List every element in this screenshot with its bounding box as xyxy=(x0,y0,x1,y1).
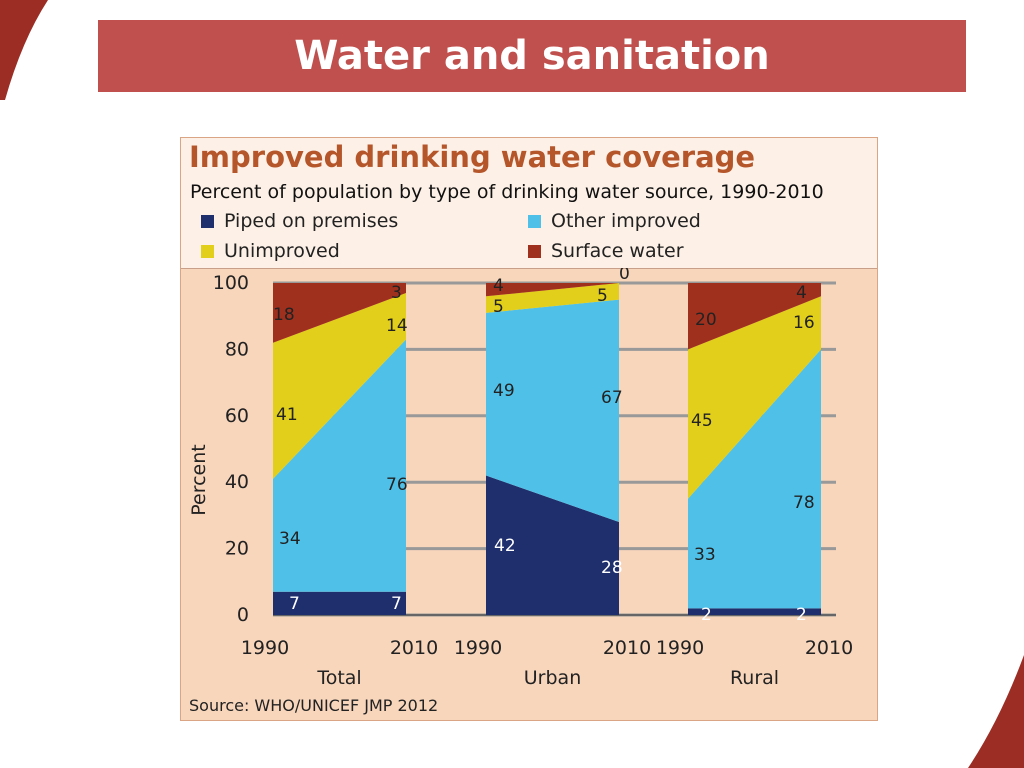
y-tick-label-80: 80 xyxy=(225,338,249,360)
legend-item-surface-water: Surface water xyxy=(528,240,684,262)
legend-swatch-surface-water xyxy=(528,244,541,258)
data-label-urban-unimproved-1990: 5 xyxy=(493,297,504,317)
panel-label-rural: Rural xyxy=(730,667,779,689)
area-total-unimproved xyxy=(273,292,406,479)
data-label-total-other-improved-1990: 34 xyxy=(279,529,301,549)
top-left-swoosh xyxy=(0,0,48,100)
data-label-urban-unimproved-2010: 5 xyxy=(597,286,608,306)
panel-label-urban: Urban xyxy=(524,667,581,689)
y-tick-label-20: 20 xyxy=(225,538,249,560)
data-label-rural-unimproved-1990: 45 xyxy=(691,411,713,431)
legend-label-other-improved: Other improved xyxy=(551,210,701,232)
chart-subtitle: Percent of population by type of drinkin… xyxy=(190,181,824,203)
y-tick-label-60: 60 xyxy=(225,405,249,427)
y-tick-label-0: 0 xyxy=(237,604,249,626)
legend-item-unimproved: Unimproved xyxy=(201,240,340,262)
data-label-rural-surface-water-1990: 20 xyxy=(695,310,717,330)
data-label-urban-other-improved-1990: 49 xyxy=(493,381,515,401)
data-label-total-surface-water-1990: 18 xyxy=(273,305,295,325)
data-label-total-unimproved-2010: 14 xyxy=(386,316,408,336)
data-label-total-unimproved-1990: 41 xyxy=(276,405,298,425)
y-tick-label-40: 40 xyxy=(225,471,249,493)
y-tick-label-100: 100 xyxy=(213,272,249,294)
area-total-other-improved xyxy=(273,339,406,592)
data-label-urban-other-improved-2010: 67 xyxy=(601,388,623,408)
area-rural-unimproved xyxy=(688,296,821,499)
area-total-piped-on-premises xyxy=(273,591,406,615)
panel-label-total: Total xyxy=(316,667,361,689)
chart-header: Improved drinking water coverage Percent… xyxy=(181,138,877,269)
area-urban-unimproved xyxy=(486,283,619,313)
legend-label-piped: Piped on premises xyxy=(224,210,399,232)
legend-label-unimproved: Unimproved xyxy=(224,240,340,262)
x-tick-label-rural-2010: 2010 xyxy=(805,637,853,659)
area-rural-other-improved xyxy=(688,349,821,609)
data-label-urban-piped-on-premises-2010: 28 xyxy=(601,558,623,578)
data-label-total-other-improved-2010: 76 xyxy=(386,475,408,495)
data-label-total-piped-on-premises-1990: 7 xyxy=(289,594,300,614)
area-rural-surface-water xyxy=(688,283,821,350)
slide-title: Water and sanitation xyxy=(98,20,966,92)
data-label-rural-piped-on-premises-1990: 2 xyxy=(701,605,712,625)
chart-title: Improved drinking water coverage xyxy=(189,140,756,174)
legend-item-other-improved: Other improved xyxy=(528,210,701,232)
data-label-total-surface-water-2010: 3 xyxy=(391,283,402,303)
data-label-rural-other-improved-1990: 33 xyxy=(694,545,716,565)
data-label-urban-piped-on-premises-1990: 42 xyxy=(494,536,516,556)
y-axis-label: Percent xyxy=(188,444,210,516)
x-tick-label-total-1990: 1990 xyxy=(241,637,289,659)
legend-item-piped: Piped on premises xyxy=(201,210,398,232)
data-label-urban-surface-water-1990: 4 xyxy=(493,276,504,296)
x-tick-label-rural-1990: 1990 xyxy=(656,637,704,659)
area-rural-piped-on-premises xyxy=(688,608,821,615)
area-urban-other-improved xyxy=(486,299,619,523)
data-label-urban-surface-water-2010: 0 xyxy=(619,268,630,284)
data-label-rural-other-improved-2010: 78 xyxy=(793,493,815,513)
x-tick-label-total-2010: 2010 xyxy=(390,637,438,659)
legend-swatch-unimproved xyxy=(201,244,214,258)
data-label-rural-piped-on-premises-2010: 2 xyxy=(796,605,807,625)
chart-source: Source: WHO/UNICEF JMP 2012 xyxy=(189,696,439,715)
legend-swatch-piped xyxy=(201,214,214,228)
legend-swatch-other-improved xyxy=(528,214,541,228)
area-total-surface-water xyxy=(273,283,406,343)
data-label-total-piped-on-premises-2010: 7 xyxy=(391,594,402,614)
bottom-right-swoosh xyxy=(968,655,1024,768)
x-tick-label-urban-2010: 2010 xyxy=(603,637,651,659)
data-label-rural-surface-water-2010: 4 xyxy=(796,283,807,303)
legend-label-surface-water: Surface water xyxy=(551,240,684,262)
chart-figure: Improved drinking water coverage Percent… xyxy=(180,137,878,721)
data-label-rural-unimproved-2010: 16 xyxy=(793,313,815,333)
x-tick-label-urban-1990: 1990 xyxy=(454,637,502,659)
